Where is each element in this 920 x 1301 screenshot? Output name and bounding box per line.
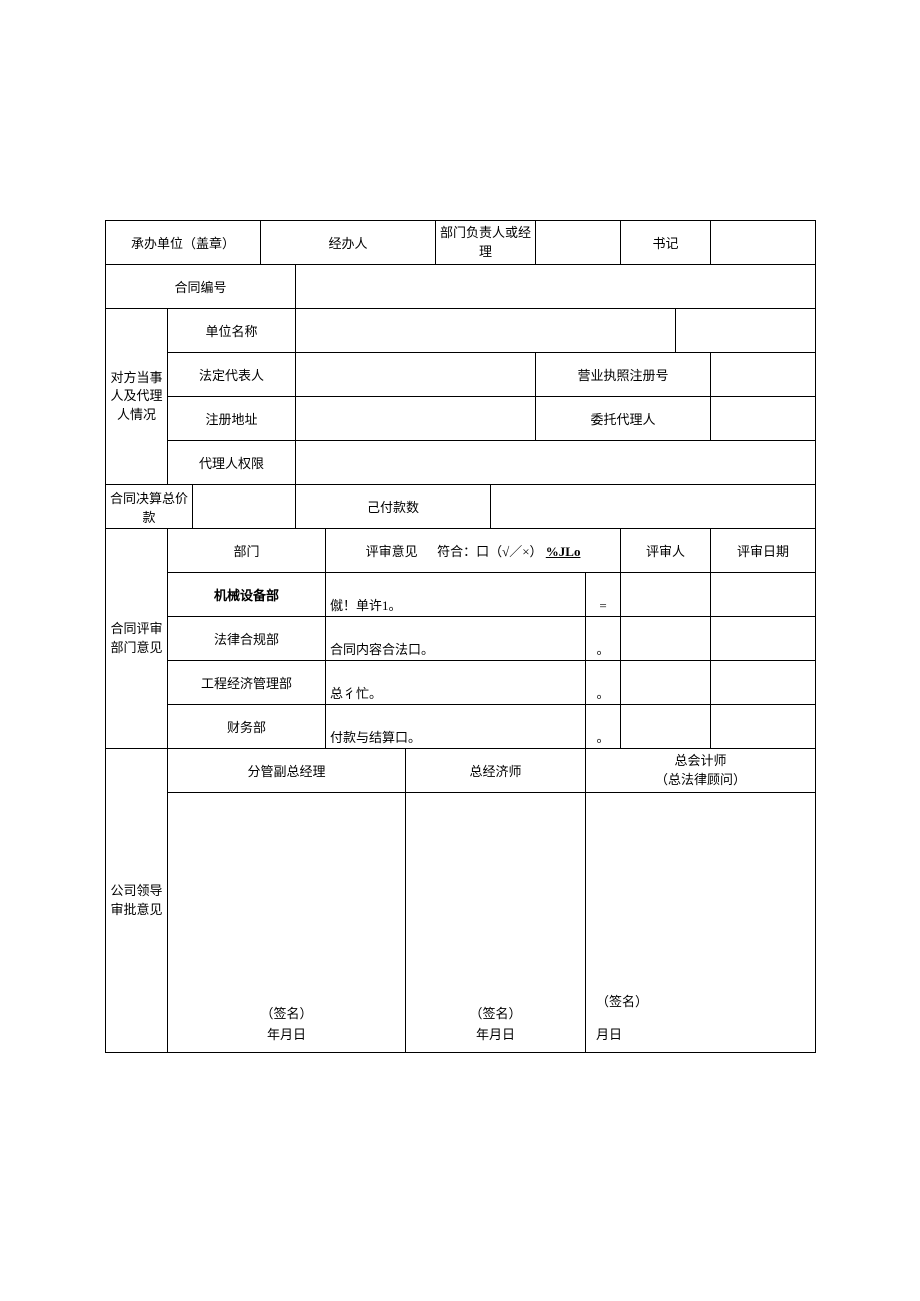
- paid-value: [491, 485, 816, 529]
- date-finance: [711, 705, 816, 749]
- mark-legal: 。: [586, 617, 621, 661]
- opinion-label: 评审意见: [366, 544, 418, 559]
- review-header: 合同评审部门意见: [106, 529, 168, 749]
- biz-license-value: [711, 353, 816, 397]
- opinion-col-header: 评审意见 符合：口（√／×） %JLo: [326, 529, 621, 573]
- date-label-1: 年月日: [168, 1025, 405, 1046]
- opinion-econ: 总彳忙。: [326, 661, 586, 705]
- chief-legal-text: （总法律顾问）: [655, 772, 746, 787]
- dept-head-label: 部门负责人或经理: [436, 221, 536, 265]
- unit-name-value: [296, 309, 676, 353]
- contract-no-label: 合同编号: [106, 265, 296, 309]
- opinion-legal: 合同内容合法口。: [326, 617, 586, 661]
- vp-signature-area: （签名） 年月日: [168, 793, 406, 1053]
- date-label-3: 月日: [596, 1025, 648, 1046]
- date-econ: [711, 661, 816, 705]
- mark-econ: 。: [586, 661, 621, 705]
- conform-code: %JLo: [546, 544, 581, 559]
- contract-no-value: [296, 265, 816, 309]
- opinion-machinery: 僦！单许1。: [326, 573, 586, 617]
- sig-label-2: （签名）: [406, 1004, 585, 1025]
- vp-label: 分管副总经理: [168, 749, 406, 793]
- chief-economist-label: 总经济师: [406, 749, 586, 793]
- settlement-total-label: 合同决算总价款: [106, 485, 193, 529]
- dept-econ: 工程经济管理部: [168, 661, 326, 705]
- unit-name-extra: [676, 309, 816, 353]
- secretary-value: [711, 221, 816, 265]
- agent-auth-value: [296, 441, 816, 485]
- mark-machinery: =: [586, 573, 621, 617]
- reviewer-col-header: 评审人: [621, 529, 711, 573]
- biz-license-label: 营业执照注册号: [536, 353, 711, 397]
- reviewer-finance: [621, 705, 711, 749]
- handler-label: 经办人: [261, 221, 436, 265]
- address-value: [296, 397, 536, 441]
- unit-name-label: 单位名称: [168, 309, 296, 353]
- approval-header: 公司领导审批意见: [106, 749, 168, 1053]
- dept-machinery: 机械设备部: [168, 573, 326, 617]
- reviewer-econ: [621, 661, 711, 705]
- accountant-signature-area: （签名） 月日: [586, 793, 816, 1053]
- address-label: 注册地址: [168, 397, 296, 441]
- paid-label: 己付款数: [296, 485, 491, 529]
- undertaker-label: 承办单位（盖章）: [106, 221, 261, 265]
- chief-accountant-text: 总会计师: [675, 753, 727, 768]
- legal-rep-value: [296, 353, 536, 397]
- reviewer-machinery: [621, 573, 711, 617]
- reviewer-legal: [621, 617, 711, 661]
- chief-accountant-label: 总会计师 （总法律顾问）: [586, 749, 816, 793]
- date-legal: [711, 617, 816, 661]
- dept-col-header: 部门: [168, 529, 326, 573]
- secretary-label: 书记: [621, 221, 711, 265]
- conform-label: 符合：口（√／×）: [437, 544, 542, 559]
- counterparty-header: 对方当事人及代理人情况: [106, 309, 168, 485]
- sig-label-3: （签名）: [596, 992, 648, 1013]
- economist-signature-area: （签名） 年月日: [406, 793, 586, 1053]
- dept-head-value: [536, 221, 621, 265]
- legal-rep-label: 法定代表人: [168, 353, 296, 397]
- agent-auth-label: 代理人权限: [168, 441, 296, 485]
- date-label-2: 年月日: [406, 1025, 585, 1046]
- opinion-finance: 付款与结算口。: [326, 705, 586, 749]
- settlement-total-value: [193, 485, 296, 529]
- agent-label: 委托代理人: [536, 397, 711, 441]
- dept-finance: 财务部: [168, 705, 326, 749]
- mark-finance: 。: [586, 705, 621, 749]
- review-date-col-header: 评审日期: [711, 529, 816, 573]
- contract-approval-form: 承办单位（盖章） 经办人 部门负责人或经理 书记 合同编号 对方当事人及代理人情…: [105, 220, 816, 1053]
- dept-legal: 法律合规部: [168, 617, 326, 661]
- agent-value: [711, 397, 816, 441]
- sig-label-1: （签名）: [168, 1004, 405, 1025]
- date-machinery: [711, 573, 816, 617]
